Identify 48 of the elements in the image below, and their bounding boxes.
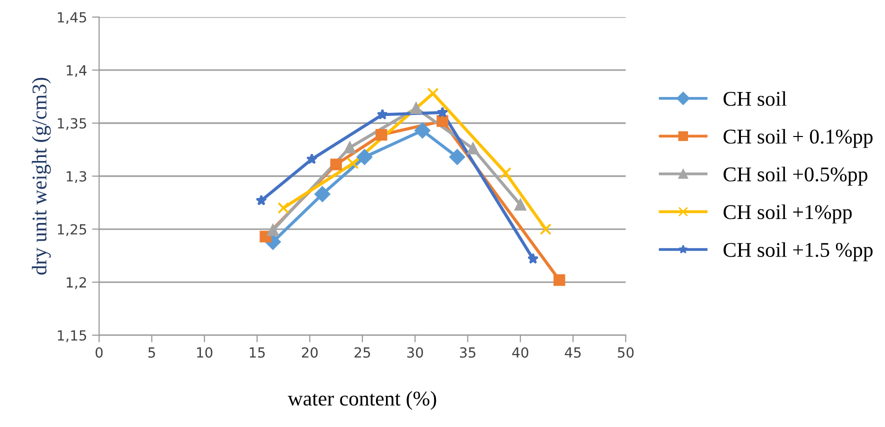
point [554, 274, 566, 286]
y-tick-label: 1,2 [66, 277, 86, 290]
point [540, 223, 552, 235]
x-tick-label: 40 [512, 347, 528, 358]
point [467, 142, 479, 154]
y-tick-label: 1,15 [58, 330, 86, 342]
point [436, 106, 448, 118]
point [376, 128, 388, 141]
x-axis-title: water content (%) [288, 391, 436, 410]
point [410, 102, 422, 114]
point [449, 149, 466, 165]
legend-label: CH soil + 0.1%pp [724, 128, 873, 148]
x-tick-label: 10 [197, 347, 212, 358]
point [514, 198, 526, 211]
point [436, 115, 448, 127]
x-tick-label: 0 [96, 347, 103, 358]
y-tick-label: 1,35 [58, 118, 86, 130]
point [356, 149, 372, 165]
point [330, 158, 342, 170]
legend-label: CH soil +0.5%pp [724, 166, 868, 186]
point [427, 88, 439, 100]
y-tick-label: 1,4 [66, 65, 87, 77]
point [376, 108, 388, 120]
x-tick-label: 30 [407, 347, 423, 358]
point [278, 202, 290, 214]
point [306, 153, 318, 164]
point [344, 142, 356, 154]
y-tick-label: 1,25 [58, 224, 86, 236]
x-tick-label: 15 [250, 347, 265, 358]
x-tick-label: 20 [302, 347, 318, 358]
point [267, 224, 279, 236]
x-tick-label: 5 [148, 347, 155, 358]
x-tick-label: 45 [564, 347, 581, 358]
x-tick-label: 50 [618, 347, 634, 358]
y-axis-title: dry unit weight (g/cm3) [32, 78, 51, 275]
point [347, 158, 359, 170]
point [314, 186, 330, 202]
x-tick-label: 35 [460, 347, 476, 358]
legend-label: CH soil +1%pp [724, 204, 852, 224]
legend-label: CH soil +1.5 %pp [724, 242, 873, 262]
point [414, 122, 430, 138]
x-tick-label: 25 [354, 347, 370, 358]
y-tick-label: 1,3 [66, 171, 86, 184]
point [256, 194, 267, 206]
legend-label: CH soil [724, 91, 787, 106]
y-tick-label: 1,45 [58, 12, 86, 24]
point [527, 253, 539, 264]
point [500, 167, 512, 179]
